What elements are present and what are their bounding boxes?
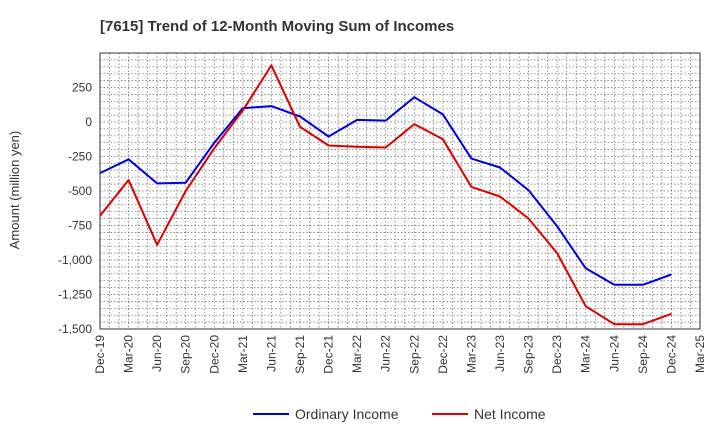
series-line-ordinary-income [99,96,672,286]
x-tick-label: Jun-23 [493,335,507,372]
y-tick-label: 0 [85,115,92,129]
series-line-net-income [99,64,672,326]
chart-title: [7615] Trend of 12-Month Moving Sum of I… [100,18,454,35]
y-tick-label: -1,500 [58,322,92,336]
x-tick-label: Dec-23 [550,335,564,374]
x-tick-label: Mar-21 [236,335,250,373]
x-tick-label: Jun-22 [379,335,393,372]
legend: Ordinary Income Net Income [253,406,546,422]
x-tick-label: Dec-22 [436,335,450,374]
x-tick-label: Dec-20 [207,335,221,374]
x-axis-ticks: Dec-19 Mar-20 Jun-20 Sep-20 Dec-20 Mar-21 Jun-… [93,335,707,374]
y-tick-label: 250 [72,81,92,95]
series-lines [99,64,672,326]
y-tick-label: -750 [68,219,92,233]
x-tick-label: Dec-19 [93,335,107,374]
y-tick-label: -1,000 [58,253,92,267]
x-tick-label: Mar-24 [579,335,593,373]
x-tick-label: Sep-20 [179,335,193,374]
y-tick-label: -1,250 [58,288,92,302]
x-tick-label: Jun-21 [264,335,278,372]
x-tick-label: Sep-22 [407,335,421,374]
x-tick-label: Mar-25 [693,335,707,373]
x-tick-label: Jun-24 [607,335,621,372]
x-tick-label: Sep-23 [522,335,536,374]
y-tick-label: -250 [68,150,92,164]
y-axis-ticks: 250 0 -250 -500 -750 -1,000 -1,250 -1,500 [58,81,92,337]
plot-frame [99,52,701,330]
x-tick-label: Jun-20 [150,335,164,372]
x-tick-label: Sep-24 [636,335,650,374]
x-tick-label: Dec-21 [322,335,336,374]
legend-label: Ordinary Income [295,406,399,422]
y-axis-label: Amount (million yen) [7,131,22,250]
x-tick-label: Mar-23 [464,335,478,373]
y-tick-label: -500 [68,184,92,198]
x-tick-label: Mar-20 [122,335,136,373]
x-tick-label: Mar-22 [350,335,364,373]
grid [99,52,700,330]
x-tick-label: Sep-21 [293,335,307,374]
x-tick-label: Dec-24 [664,335,678,374]
legend-label: Net Income [474,406,546,422]
